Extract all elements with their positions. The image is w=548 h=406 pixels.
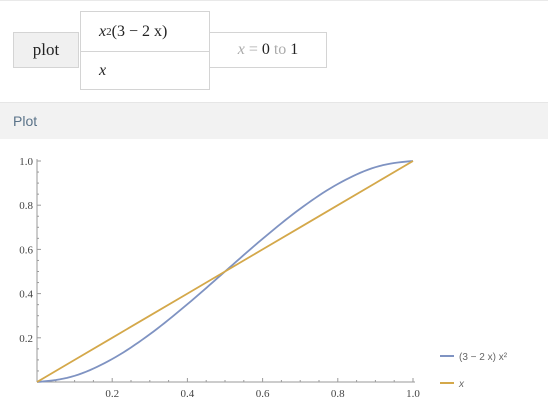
y-tick-label: 0.8 — [19, 200, 33, 212]
plot-command-box: plot — [13, 32, 79, 68]
range-from: 0 — [261, 41, 270, 58]
curves — [36, 160, 414, 383]
function-1-power: 2 — [106, 25, 112, 38]
pod-title: Plot — [13, 113, 38, 129]
y-tick-label: 0.4 — [19, 289, 33, 301]
y-tick-label: 0.6 — [19, 244, 33, 256]
range-box: x = 0 to 1 — [210, 32, 327, 68]
legend: (3 − 2 x) x² x — [440, 352, 508, 390]
pod-header: Plot — [0, 102, 548, 139]
legend-label-2: x — [458, 379, 465, 390]
function-2-var: x — [99, 62, 107, 79]
range-to-word: to — [273, 41, 287, 58]
x-tick-label: 0.4 — [181, 388, 195, 400]
top-divider — [0, 0, 548, 1]
function-2: x — [81, 51, 209, 90]
x-tick-label: 0.8 — [331, 388, 345, 400]
plot-chart: 0.2 0.4 0.6 0.8 1.0 0.2 0.4 0.6 0.8 1.0 (3 − 2 x)… — [19, 156, 508, 400]
y-tick-label: 1.0 — [19, 156, 33, 168]
x-tick-label: 1.0 — [406, 388, 420, 400]
range-to: 1 — [290, 41, 299, 58]
x-tick-label: 0.2 — [105, 388, 119, 400]
range-equals: = — [248, 41, 258, 58]
series-line-2 — [36, 160, 414, 383]
x-tick-label: 0.6 — [256, 388, 270, 400]
function-1-var: x — [99, 22, 107, 40]
function-1-rest: (3 − 2 x) — [111, 22, 168, 40]
y-tick-label: 0.2 — [19, 333, 33, 345]
legend-label-1: (3 − 2 x) x² — [459, 352, 508, 363]
axes: 0.2 0.4 0.6 0.8 1.0 0.2 0.4 0.6 0.8 1.0 — [19, 156, 420, 400]
range-variable: x — [237, 41, 245, 58]
